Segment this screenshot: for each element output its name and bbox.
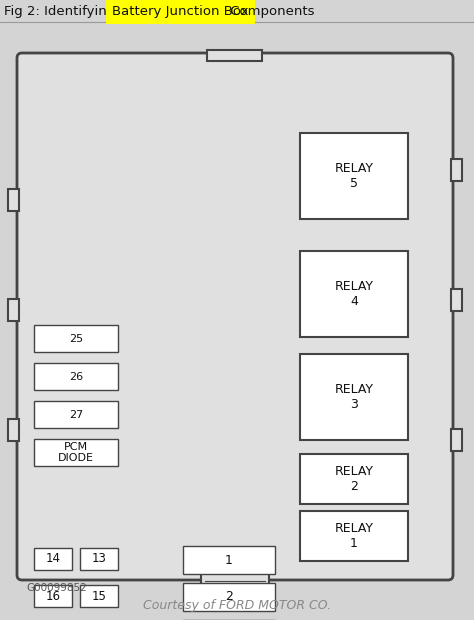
Bar	[208, 50, 263, 61]
Bar	[8, 299, 19, 321]
Text: 26: 26	[69, 371, 83, 381]
Bar	[183, 583, 275, 611]
Text: RELAY
5: RELAY 5	[335, 162, 374, 190]
Bar	[300, 454, 408, 504]
Text: Fig 2: Identifying: Fig 2: Identifying	[4, 4, 119, 17]
Bar	[0, 0, 474, 22]
Bar	[34, 401, 118, 428]
Text: Components: Components	[226, 4, 315, 17]
Text: Courtesy of FORD MOTOR CO.: Courtesy of FORD MOTOR CO.	[143, 598, 331, 611]
Bar	[300, 511, 408, 561]
Bar	[80, 585, 118, 607]
Text: 1: 1	[225, 554, 233, 567]
Text: 14: 14	[46, 552, 61, 565]
Text: RELAY
2: RELAY 2	[335, 465, 374, 493]
Bar	[34, 548, 72, 570]
Bar	[34, 585, 72, 607]
Bar	[183, 546, 275, 574]
Bar	[451, 429, 462, 451]
FancyBboxPatch shape	[17, 53, 453, 580]
Text: Battery Junction Box: Battery Junction Box	[112, 4, 249, 17]
Text: G00099852: G00099852	[26, 583, 87, 593]
Bar	[8, 419, 19, 441]
Text: 16: 16	[46, 590, 61, 603]
Bar	[300, 133, 408, 219]
Bar	[80, 548, 118, 570]
Text: 2: 2	[225, 590, 233, 603]
Text: 13: 13	[91, 552, 107, 565]
Bar	[451, 289, 462, 311]
Bar	[451, 159, 462, 181]
Bar	[34, 325, 118, 352]
Bar	[300, 251, 408, 337]
Text: RELAY
4: RELAY 4	[335, 280, 374, 308]
Text: RELAY
1: RELAY 1	[335, 522, 374, 550]
Bar	[34, 439, 118, 466]
Text: 15: 15	[91, 590, 107, 603]
Bar	[34, 363, 118, 390]
Text: 27: 27	[69, 409, 83, 420]
Bar	[8, 189, 19, 211]
Bar	[201, 572, 269, 592]
Bar	[300, 354, 408, 440]
Text: PCM
DIODE: PCM DIODE	[58, 441, 94, 463]
Text: 25: 25	[69, 334, 83, 343]
Text: RELAY
3: RELAY 3	[335, 383, 374, 411]
